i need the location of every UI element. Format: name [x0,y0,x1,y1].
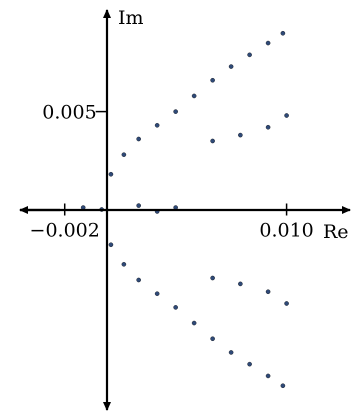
data-point [280,383,286,388]
data-points [80,31,289,388]
data-point [265,373,271,379]
data-point [265,124,271,130]
data-point [136,277,141,283]
data-point [136,136,141,142]
data-point [173,109,178,114]
data-point [108,242,114,248]
data-point [210,275,215,281]
data-point [191,93,197,99]
data-point [228,64,234,69]
x-tick-label: −0.002 [30,220,100,242]
data-point [247,361,252,367]
data-point [265,40,271,46]
data-point [191,320,197,326]
data-point [247,52,252,58]
data-point [173,305,178,310]
data-point [210,78,215,83]
data-point [238,281,243,287]
data-point [108,171,114,177]
data-point [284,301,289,306]
x-axis-label: Re [323,221,349,243]
data-point [136,203,141,208]
data-point [121,152,127,157]
x-tick-label: 0.010 [259,220,313,242]
data-point [154,291,160,296]
data-point [265,289,271,295]
data-point [228,350,234,355]
data-point [284,113,289,118]
data-point [210,138,215,144]
y-tick-label: 0.005 [42,102,96,124]
data-point [280,31,286,36]
data-point [238,132,243,138]
y-axis-label: Im [118,7,144,29]
data-point [154,123,160,128]
data-point [121,262,127,267]
axis-ticks: −0.002 0.010 0.005 [30,102,314,242]
data-point [210,336,215,341]
